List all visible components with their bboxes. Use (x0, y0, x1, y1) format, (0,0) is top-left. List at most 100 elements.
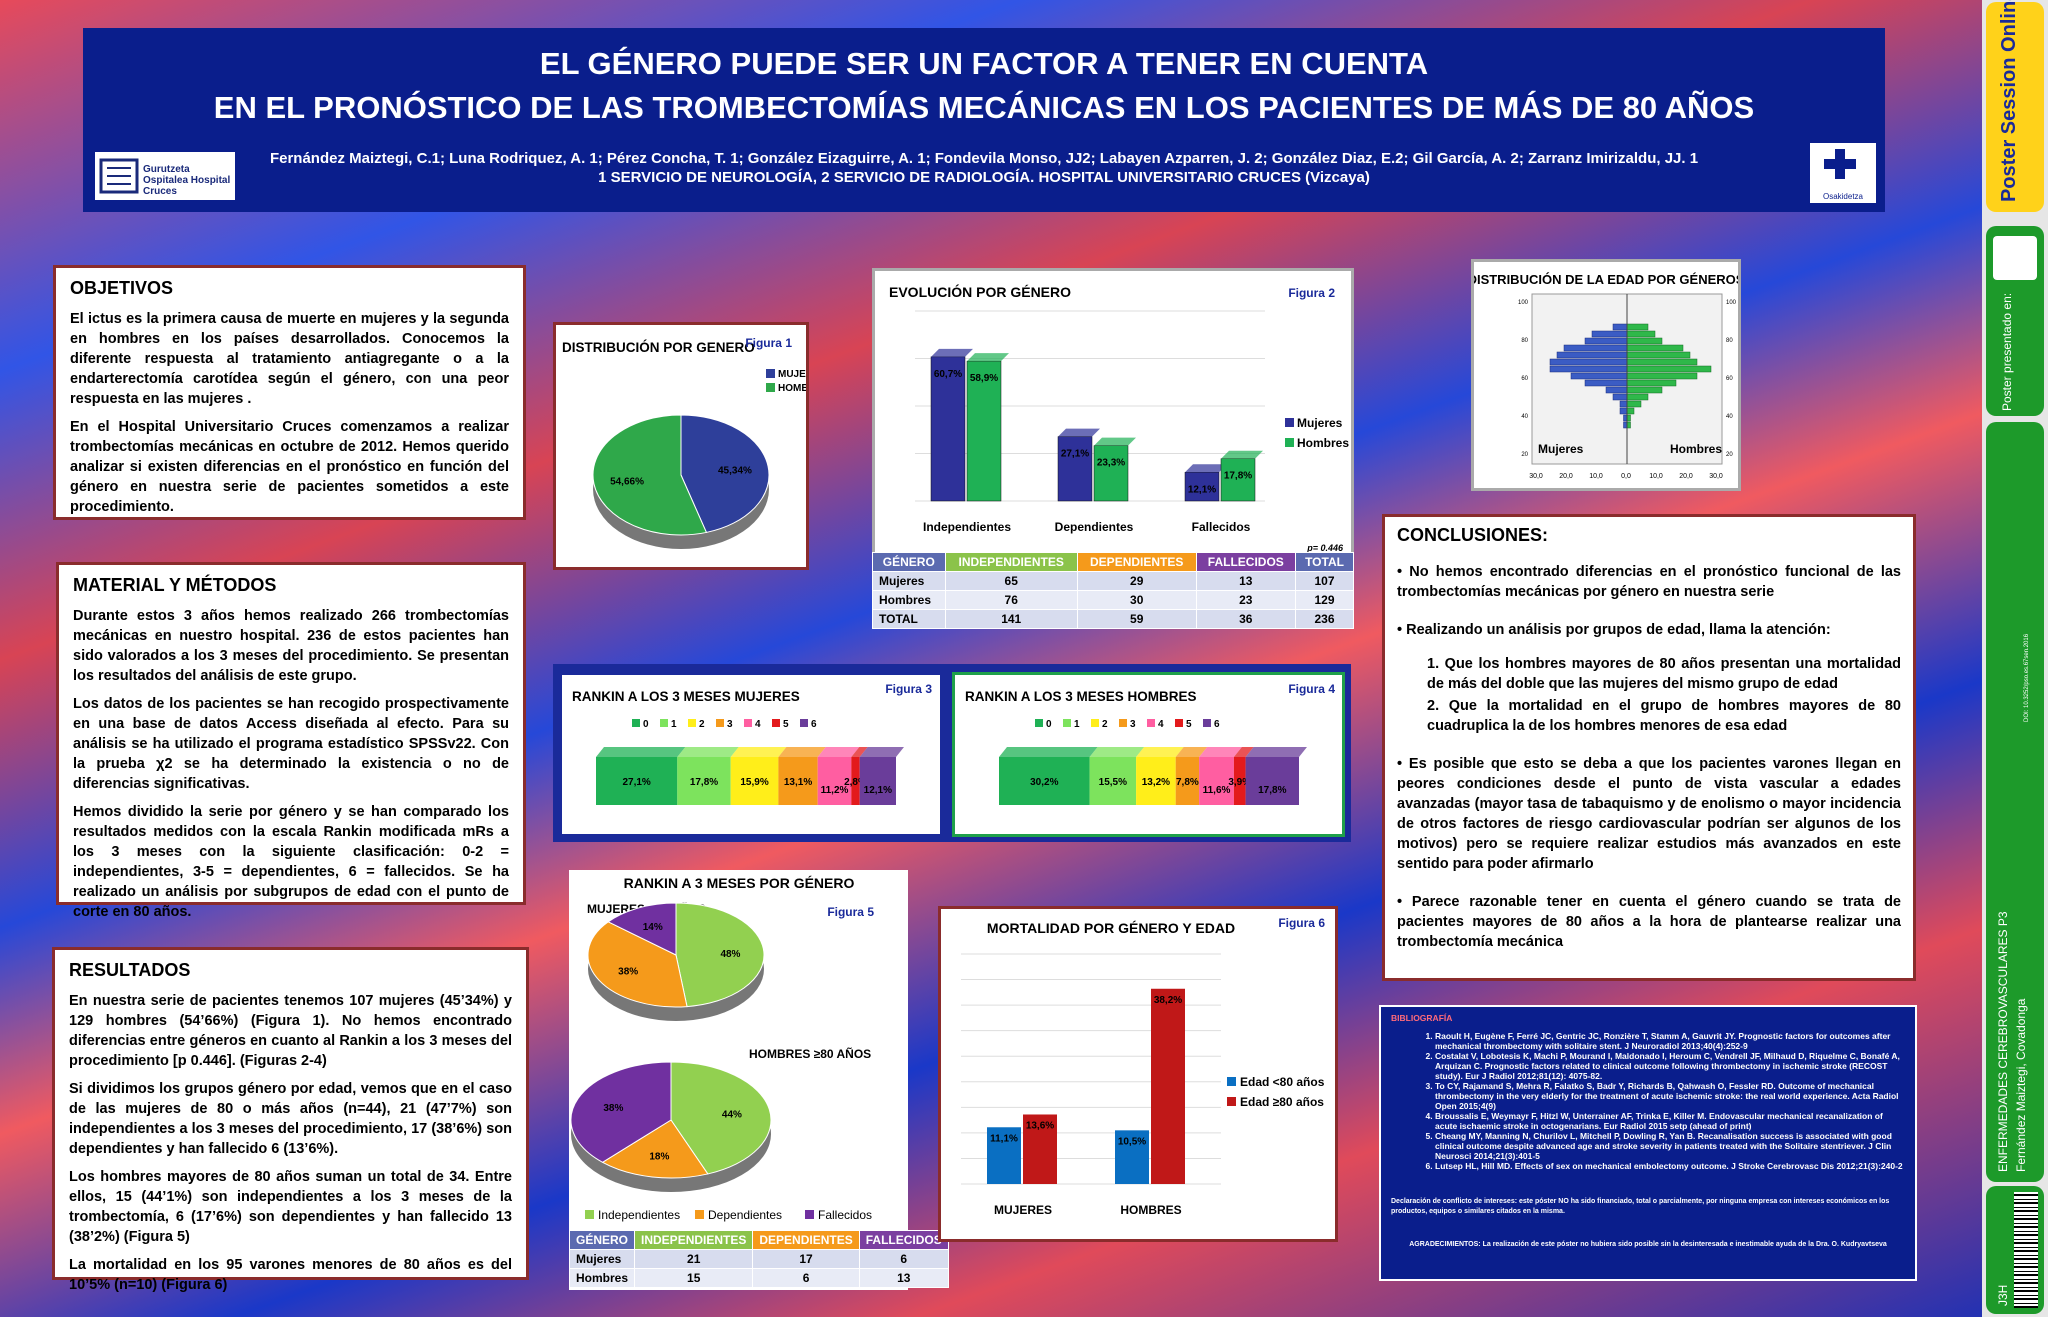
side-bar: Poster Session Online Poster presentado … (1982, 0, 2048, 1317)
fig3-legend-6: 6 (811, 719, 817, 730)
fig4-segment-2 (1136, 757, 1176, 805)
fig7-bar-mujeres (1556, 351, 1628, 359)
fig7-bar-hombres (1626, 407, 1635, 415)
fig3-segment-1 (677, 757, 731, 805)
fig5-hombres-label-2: 38% (603, 1103, 623, 1114)
fig4-bar-top (1089, 747, 1145, 757)
fig2-value-label: 23,3% (1097, 458, 1125, 469)
fig4-value-label: 3,9% (1228, 777, 1251, 788)
side-code: J3H (1986, 1186, 2044, 1314)
fig1-slice-0 (680, 414, 770, 534)
fig5-hombres-slice-0 (670, 1061, 772, 1175)
fig4-bar-top (999, 747, 1098, 757)
fig4-bar-top (1175, 747, 1208, 757)
fig2-bar-top (1058, 428, 1100, 437)
fig5-legend-1: Dependientes (708, 1208, 782, 1222)
fig7-ytick-left: 80 (1521, 338, 1528, 344)
bibliografia-item: Lutsep HL, Hill MD. Effects of sex on me… (1435, 1161, 1905, 1171)
bibliografia-item: Raoult H, Eugène F, Ferré JC, Gentric JC… (1435, 1031, 1905, 1051)
osakidetza-logo-icon (1824, 149, 1856, 179)
fig7-bar-hombres (1626, 351, 1691, 359)
fig6-bar-1-1 (1151, 988, 1185, 1184)
fig3-value-label: 13,1% (784, 777, 812, 788)
fig2-bar-hombres-0 (966, 360, 1002, 502)
fig3-segment-6 (859, 757, 896, 805)
fig1-label-1: 54,66% (610, 476, 644, 487)
fig7-ytick-left: 100 (1518, 300, 1529, 306)
fig1-label-0: 45,34% (718, 466, 752, 477)
fig2-bar-mujeres-2 (1184, 472, 1220, 502)
fig6-category-0: MUJERES (994, 1203, 1052, 1217)
side-topic: ENFERMEDADES CEREBROVASCULARES P3 Fernán… (1986, 422, 2044, 1182)
table-cell: Mujeres (872, 571, 946, 591)
resultados-section: RESULTADOS En nuestra serie de pacientes… (52, 947, 529, 1293)
conclusiones-title: CONCLUSIONES: (1397, 525, 1549, 545)
fig7-bar-hombres (1626, 330, 1656, 338)
figure6: MORTALIDAD POR GÉNERO Y EDAD Figura 6 11… (938, 906, 1338, 1242)
fig6-label: Figura 6 (1278, 916, 1325, 930)
fig6-category-1: HOMBRES (1120, 1203, 1181, 1217)
bibliografia-title: BIBLIOGRAFÍA (1391, 1013, 1453, 1023)
fig3-legend-swatch-6 (800, 719, 808, 727)
fig4-segment-4 (1199, 757, 1234, 805)
table-row: Mujeres 65 29 13 107 (872, 571, 1354, 591)
fig7-bar-mujeres (1584, 379, 1628, 387)
fig7-ytick-right: 20 (1726, 452, 1733, 458)
fig3-legend-0: 0 (643, 719, 649, 730)
metodos-p2: Los datos de los pacientes se han recogi… (73, 696, 509, 792)
fig4-label: Figura 4 (1288, 682, 1335, 696)
fig4-legend-5: 5 (1186, 719, 1192, 730)
fig3-legend-swatch-4 (744, 719, 752, 727)
conclusiones-b4: • Parece razonable tener en cuenta el gé… (1397, 894, 1901, 950)
fig1-title: DISTRIBUCIÓN POR GENERO (562, 340, 755, 355)
fig4-segment-6 (1245, 757, 1299, 805)
fig5-legend-swatch-0 (585, 1210, 594, 1219)
bibliografia-section: BIBLIOGRAFÍA Raoult H, Eugène F, Ferré J… (1379, 1005, 1917, 1281)
objetivos-title: OBJETIVOS (70, 278, 174, 298)
fig4-value-label: 13,2% (1142, 777, 1170, 788)
table-cell: 36 (1195, 609, 1297, 629)
fig7-bar-hombres (1626, 414, 1631, 422)
conclusiones-b1: • No hemos encontrado diferencias en el … (1397, 564, 1901, 600)
fig2-legend-swatch-1 (1285, 438, 1294, 447)
fig4-legend-1: 1 (1074, 719, 1080, 730)
fig3-bar-top (859, 747, 904, 757)
fig3-legend-swatch-3 (716, 719, 724, 727)
table-header: DEPENDIENTES (1076, 552, 1197, 572)
fig5-label: Figura 5 (827, 905, 874, 919)
fig1-label: Figura 1 (745, 336, 792, 350)
fig7-bar-hombres (1626, 344, 1684, 352)
fig1-legend-mujer-swatch (766, 369, 775, 378)
fig1-legend-hombre: HOMBRE (778, 383, 806, 394)
fig2-category-1: Dependientes (1055, 520, 1134, 534)
fig7-bar-mujeres (1549, 358, 1628, 366)
fig6-value-label: 13,6% (1026, 1120, 1054, 1131)
fig7-bar-hombres (1626, 379, 1677, 387)
fig3-value-label: 2,8% (844, 777, 867, 788)
fig7-bar-hombres (1626, 400, 1642, 408)
table1: GÉNERO INDEPENDIENTES DEPENDIENTES FALLECID… (872, 552, 1354, 629)
fig4-legend-swatch-2 (1091, 719, 1099, 727)
side-presented: Poster presentado en: (1986, 226, 2044, 416)
fig4-title: RANKIN A LOS 3 MESES HOMBRES (965, 689, 1197, 704)
fig4-legend-swatch-6 (1203, 719, 1211, 727)
table-cell: 6 (752, 1268, 860, 1288)
fig3-legend-swatch-1 (660, 719, 668, 727)
resultados-title: RESULTADOS (69, 960, 191, 980)
fig3-value-label: 15,9% (740, 777, 768, 788)
conclusiones-section: CONCLUSIONES: • No hemos encontrado dife… (1382, 514, 1916, 981)
fig2-value-label: 60,7% (934, 369, 962, 380)
fig2-legend-0: Mujeres (1297, 416, 1343, 430)
fig2-bar-hombres-2 (1220, 458, 1256, 502)
fig4-legend-3: 3 (1130, 719, 1136, 730)
fig7-label-hombres: Hombres (1670, 442, 1722, 456)
metodos-p3: Hemos dividido la serie por género y se … (73, 804, 509, 920)
bibliografia-item: To CY, Rajamand S, Mehra R, Falatko S, B… (1435, 1081, 1905, 1111)
metodos-title: MATERIAL Y MÉTODOS (73, 575, 277, 595)
fig7-ytick-left: 60 (1521, 376, 1528, 382)
fig7-xtick: 10,0 (1589, 473, 1603, 480)
table-cell: 21 (634, 1249, 754, 1269)
fig1-slice-1 (592, 414, 708, 536)
table-row: Mujeres 21 17 6 (568, 1249, 949, 1269)
poster-title: EL GÉNERO PUEDE SER UN FACTOR A TENER EN… (213, 46, 1755, 125)
